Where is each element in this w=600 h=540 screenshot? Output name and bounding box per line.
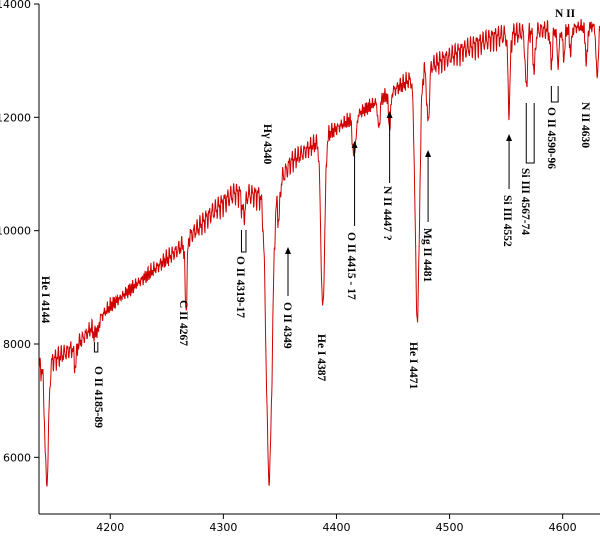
x-tick-label: 4500 — [436, 521, 464, 534]
annotation-bracket — [93, 342, 99, 353]
annotation-arrowhead — [285, 247, 291, 254]
y-tick-label: 10000 — [0, 225, 31, 238]
annotation-arrowhead — [425, 150, 432, 157]
line-label: O II 4349 — [281, 302, 293, 349]
line-label: N II 4630 — [579, 102, 591, 148]
annotation-arrowhead — [386, 111, 393, 118]
y-tick-label: 8000 — [3, 338, 31, 351]
ticks: 6000 8000 10000 12000 14000 4200 4300 4400 4500 4… — [0, 0, 577, 534]
line-label: Si III 4552 — [501, 195, 513, 247]
line-label: O II 4590-96 — [545, 107, 557, 169]
line-label: N II — [555, 8, 576, 20]
line-label: N II 4447 ? — [381, 186, 393, 241]
annotation-arrowhead — [506, 134, 513, 141]
line-label: He I 4471 — [407, 342, 419, 390]
annotations: He I 4144 O II 4185-89 C II 4267 O II 4319-… — [39, 8, 591, 428]
y-tick-label: 12000 — [0, 111, 31, 124]
line-label: O II 4415 - 17 — [345, 232, 357, 300]
line-label: Mg II 4481 — [421, 228, 433, 283]
line-label: O II 4319-17 — [234, 256, 246, 318]
x-tick-label: 4400 — [322, 521, 350, 534]
line-label: Hγ 4340 — [261, 124, 273, 164]
annotation-arrowhead — [351, 141, 358, 148]
x-tick-label: 4200 — [96, 521, 124, 534]
line-label: C II 4267 — [177, 300, 189, 346]
spectrum-line — [38, 18, 600, 487]
line-label: He I 4387 — [315, 334, 327, 382]
line-label: O II 4185-89 — [92, 366, 104, 428]
annotation-bracket — [525, 103, 535, 164]
axes — [38, 4, 600, 515]
line-label: Si III 4567-74 — [519, 168, 531, 235]
x-tick-label: 4600 — [549, 521, 577, 534]
y-tick-label: 6000 — [3, 451, 31, 464]
x-tick-label: 4300 — [209, 521, 237, 534]
y-tick-label: 14000 — [0, 0, 31, 11]
line-label: He I 4144 — [39, 276, 51, 324]
annotation-bracket — [240, 230, 247, 253]
annotation-bracket — [550, 86, 559, 103]
